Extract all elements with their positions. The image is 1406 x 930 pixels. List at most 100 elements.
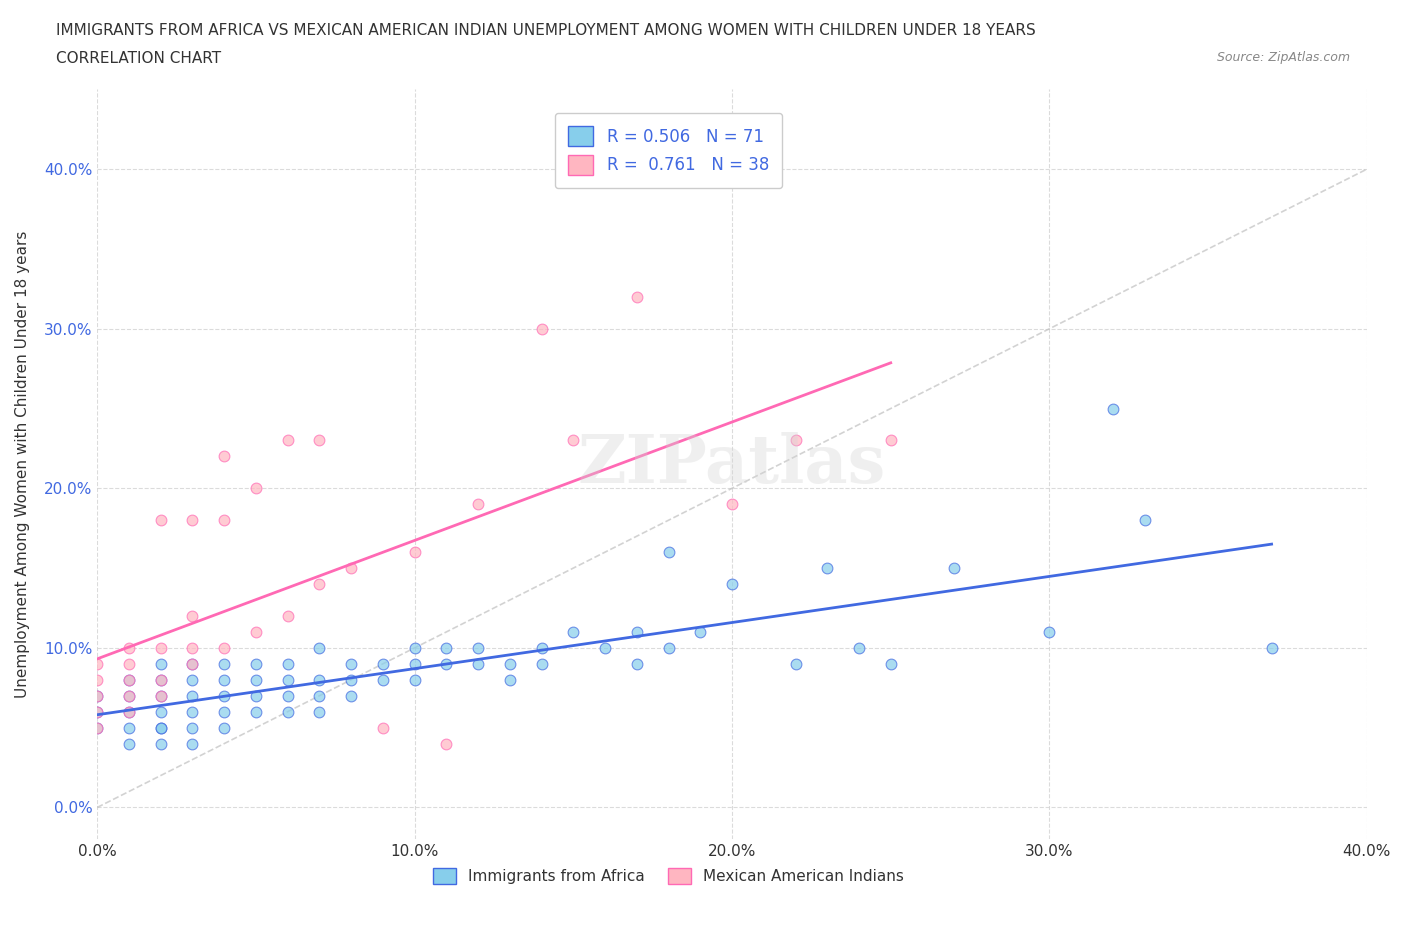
Point xyxy=(181,704,204,719)
Point xyxy=(181,672,204,687)
Point xyxy=(86,720,108,735)
Point xyxy=(404,672,426,687)
Point xyxy=(404,545,426,560)
Point xyxy=(149,737,172,751)
Point xyxy=(340,672,363,687)
Point xyxy=(245,672,267,687)
Point xyxy=(434,641,457,656)
Point xyxy=(340,657,363,671)
Point xyxy=(181,657,204,671)
Point xyxy=(467,641,489,656)
Point xyxy=(308,577,330,591)
Point xyxy=(86,704,108,719)
Point xyxy=(212,512,235,527)
Point xyxy=(149,720,172,735)
Point xyxy=(371,657,394,671)
Point xyxy=(1102,401,1125,416)
Point xyxy=(530,657,553,671)
Point xyxy=(308,433,330,448)
Point xyxy=(86,704,108,719)
Point xyxy=(181,688,204,703)
Point xyxy=(689,624,711,639)
Point xyxy=(562,624,585,639)
Point xyxy=(212,688,235,703)
Point xyxy=(245,624,267,639)
Point xyxy=(118,704,141,719)
Point xyxy=(340,688,363,703)
Point xyxy=(340,561,363,576)
Point xyxy=(658,545,681,560)
Point xyxy=(86,688,108,703)
Point xyxy=(404,657,426,671)
Point xyxy=(181,512,204,527)
Point xyxy=(626,289,648,304)
Text: ZIPatlas: ZIPatlas xyxy=(578,432,886,497)
Point xyxy=(245,688,267,703)
Point xyxy=(245,657,267,671)
Point xyxy=(149,672,172,687)
Point xyxy=(277,688,299,703)
Point xyxy=(245,704,267,719)
Point xyxy=(118,641,141,656)
Point xyxy=(1133,512,1156,527)
Point xyxy=(86,688,108,703)
Point xyxy=(149,720,172,735)
Point xyxy=(1038,624,1060,639)
Point xyxy=(1260,641,1282,656)
Point xyxy=(499,672,522,687)
Point xyxy=(404,641,426,656)
Point xyxy=(181,608,204,623)
Point xyxy=(848,641,870,656)
Point xyxy=(721,577,744,591)
Point xyxy=(467,657,489,671)
Point xyxy=(277,608,299,623)
Point xyxy=(658,641,681,656)
Point xyxy=(149,688,172,703)
Point xyxy=(212,720,235,735)
Point xyxy=(149,704,172,719)
Point xyxy=(277,657,299,671)
Point xyxy=(212,657,235,671)
Point xyxy=(467,497,489,512)
Point xyxy=(212,672,235,687)
Point xyxy=(593,641,616,656)
Point xyxy=(181,737,204,751)
Point xyxy=(371,672,394,687)
Point xyxy=(277,672,299,687)
Point xyxy=(118,737,141,751)
Point xyxy=(434,657,457,671)
Point xyxy=(308,641,330,656)
Point xyxy=(86,720,108,735)
Point xyxy=(721,497,744,512)
Point xyxy=(277,433,299,448)
Point xyxy=(181,720,204,735)
Point xyxy=(149,657,172,671)
Point xyxy=(149,512,172,527)
Point xyxy=(277,704,299,719)
Point xyxy=(371,720,394,735)
Legend: R = 0.506   N = 71, R =  0.761   N = 38: R = 0.506 N = 71, R = 0.761 N = 38 xyxy=(555,113,782,189)
Point xyxy=(118,688,141,703)
Point xyxy=(118,672,141,687)
Text: IMMIGRANTS FROM AFRICA VS MEXICAN AMERICAN INDIAN UNEMPLOYMENT AMONG WOMEN WITH : IMMIGRANTS FROM AFRICA VS MEXICAN AMERIC… xyxy=(56,23,1036,38)
Point xyxy=(308,704,330,719)
Point xyxy=(308,672,330,687)
Point xyxy=(212,449,235,464)
Point xyxy=(308,688,330,703)
Point xyxy=(86,657,108,671)
Point xyxy=(118,720,141,735)
Point xyxy=(499,657,522,671)
Text: CORRELATION CHART: CORRELATION CHART xyxy=(56,51,221,66)
Point xyxy=(86,672,108,687)
Point xyxy=(149,672,172,687)
Point xyxy=(149,641,172,656)
Point xyxy=(181,657,204,671)
Point xyxy=(118,688,141,703)
Point xyxy=(785,433,807,448)
Point xyxy=(212,641,235,656)
Text: Source: ZipAtlas.com: Source: ZipAtlas.com xyxy=(1216,51,1350,64)
Point xyxy=(212,704,235,719)
Point xyxy=(434,737,457,751)
Point xyxy=(880,433,903,448)
Point xyxy=(118,672,141,687)
